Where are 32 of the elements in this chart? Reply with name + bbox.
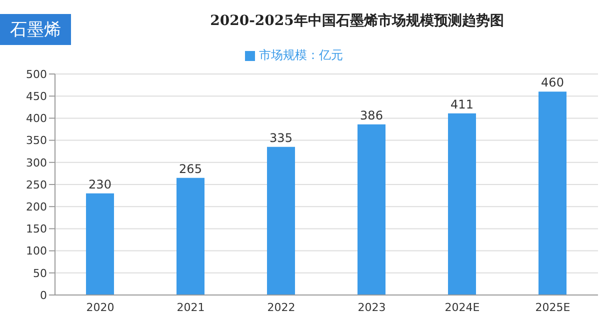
data-label: 386 <box>360 108 383 122</box>
bar <box>267 146 295 295</box>
data-label: 460 <box>541 76 564 90</box>
y-tick-label: 350 <box>26 134 47 148</box>
x-tick-label: 2024E <box>444 300 480 314</box>
data-label: 335 <box>270 130 292 145</box>
x-tick-label: 2025E <box>535 300 570 314</box>
data-label: 230 <box>88 177 112 192</box>
text: 石墨烯 <box>0 14 71 45</box>
data-label: 265 <box>179 162 202 176</box>
y-tick-label: 400 <box>26 112 47 126</box>
x-tick-label: 2020 <box>86 300 114 314</box>
legend-label: 市场规模：亿元 <box>259 48 343 62</box>
x-tick-label: 2021 <box>176 300 205 314</box>
y-tick-label: 150 <box>26 222 47 236</box>
bar <box>538 92 566 295</box>
bar <box>358 124 386 295</box>
y-tick-label: 250 <box>26 178 47 192</box>
chart-title: 2020-2025年中国石墨烯市场规模预测趋势图 <box>209 12 505 30</box>
bar <box>86 193 114 295</box>
y-tick-label: 450 <box>26 90 47 104</box>
y-tick-label: 200 <box>26 200 47 214</box>
y-tick-label: 300 <box>26 156 47 170</box>
bar <box>448 113 476 295</box>
y-tick-label: 100 <box>26 244 47 258</box>
y-tick-label: 50 <box>33 266 47 280</box>
x-tick-label: 2023 <box>358 300 386 314</box>
bar <box>176 178 204 295</box>
data-label: 411 <box>450 97 474 112</box>
y-tick-label: 0 <box>40 288 47 302</box>
x-tick-label: 2022 <box>267 300 296 314</box>
y-tick-label: 500 <box>26 68 47 81</box>
